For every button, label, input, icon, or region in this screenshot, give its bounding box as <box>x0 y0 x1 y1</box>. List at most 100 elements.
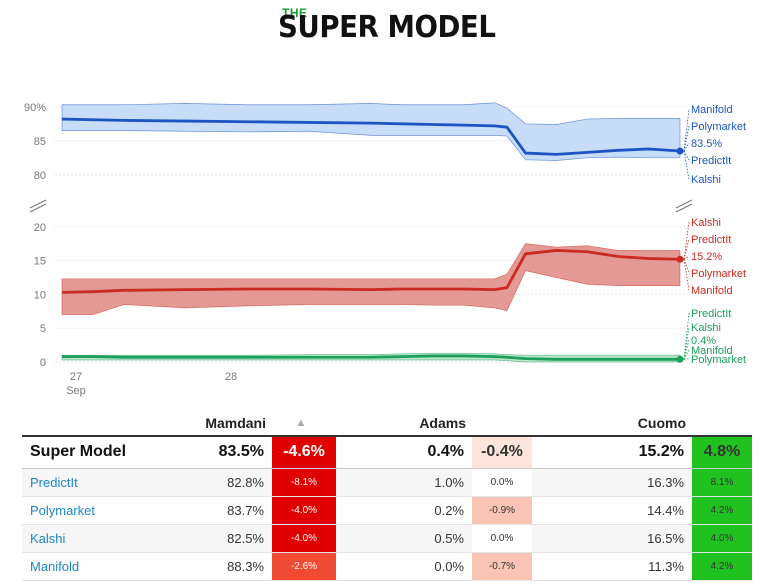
x-tick-label: 27 <box>70 371 82 383</box>
cuomo-value: 16.5% <box>532 524 692 553</box>
mamdani-change: -4.6% <box>272 436 336 469</box>
series-endpoint-cuomo <box>676 255 684 263</box>
header-adams-change <box>472 410 532 436</box>
y-tick-label: 80 <box>34 170 46 182</box>
end-label: Polymarket <box>691 121 746 133</box>
cuomo-value: 15.2% <box>532 436 692 469</box>
series-endpoint-adams <box>676 355 684 363</box>
y-tick-label: 10 <box>34 289 46 301</box>
row-name: Super Model <box>22 436 192 469</box>
forecast-chart: 90%858020151050ManifoldPolymarket83.5%Pr… <box>24 102 746 397</box>
adams-change: 0.0% <box>472 468 532 497</box>
end-label-leader <box>683 150 690 161</box>
adams-change: 0.0% <box>472 524 532 553</box>
cuomo-change: 4.8% <box>692 436 752 469</box>
end-label: Manifold <box>691 285 733 297</box>
end-label: 15.2% <box>691 251 722 263</box>
axis-break-mark <box>29 203 47 213</box>
header-mamdani[interactable]: Mamdani <box>205 414 266 431</box>
cuomo-change: 4.2% <box>692 552 752 581</box>
end-label-leader <box>683 259 690 274</box>
mamdani-change: -4.0% <box>272 496 336 525</box>
mamdani-change: -8.1% <box>272 468 336 497</box>
mamdani-change: -4.0% <box>272 524 336 553</box>
end-label-leader <box>683 255 690 260</box>
mamdani-value: 82.5% <box>192 524 272 553</box>
row-name-link[interactable]: PredictIt <box>22 468 192 497</box>
mamdani-value: 83.5% <box>192 436 272 469</box>
mamdani-value: 83.7% <box>192 496 272 525</box>
adams-value: 1.0% <box>336 468 472 497</box>
row-name-link[interactable]: Polymarket <box>22 496 192 525</box>
row-name-link[interactable]: Kalshi <box>22 524 192 553</box>
x-tick-label: 28 <box>225 371 237 383</box>
end-label: Manifold <box>691 345 733 357</box>
table-body: Super Model 83.5% -4.6% 0.4% -0.4% 15.2%… <box>22 436 752 581</box>
header-adams[interactable]: Adams <box>419 414 466 431</box>
adams-change: -0.7% <box>472 552 532 581</box>
table-row: Manifold 88.3% -2.6% 0.0% -0.7% 11.3% 4.… <box>22 552 752 581</box>
end-label: Kalshi <box>691 217 721 229</box>
header-source <box>22 410 192 436</box>
y-tick-label: 85 <box>34 136 46 148</box>
end-label: Polymarket <box>691 354 746 366</box>
y-tick-label: 0 <box>40 357 46 369</box>
mamdani-change: -2.6% <box>272 552 336 581</box>
adams-value: 0.5% <box>336 524 472 553</box>
header-cuomo[interactable]: Cuomo <box>637 414 686 431</box>
y-tick-label: 15 <box>34 256 46 268</box>
logo-the: THE <box>282 6 308 20</box>
sort-arrow-icon[interactable]: ▲ <box>295 416 307 429</box>
end-label: Polymarket <box>691 268 746 280</box>
adams-change: -0.9% <box>472 496 532 525</box>
series-endpoint-mamdani <box>676 147 684 155</box>
table-row: Super Model 83.5% -4.6% 0.4% -0.4% 15.2%… <box>22 436 752 469</box>
series-line-mamdani <box>61 117 681 156</box>
table-header: Mamdani ▲ Adams Cuomo <box>22 410 752 436</box>
x-tick-month: Sep <box>66 385 86 397</box>
end-label-leader <box>683 326 690 360</box>
end-label: 0.4% <box>691 335 716 347</box>
table-row: Polymarket 83.7% -4.0% 0.2% -0.9% 14.4% … <box>22 496 752 525</box>
axis-break-mark <box>675 199 693 209</box>
end-label-leader <box>683 221 690 260</box>
mamdani-value: 82.8% <box>192 468 272 497</box>
adams-value: 0.2% <box>336 496 472 525</box>
cuomo-value: 14.4% <box>532 496 692 525</box>
end-label-leader <box>683 349 690 360</box>
axis-break-mark <box>675 203 693 213</box>
row-name-link[interactable]: Manifold <box>22 552 192 581</box>
y-tick-label: 90% <box>24 102 46 114</box>
cuomo-change: 4.0% <box>692 524 752 553</box>
end-label: PredictIt <box>691 155 731 167</box>
cuomo-value: 11.3% <box>532 552 692 581</box>
end-label-leader <box>683 259 690 291</box>
confidence-band-mamdani <box>61 102 681 161</box>
end-label-leader <box>683 108 690 152</box>
end-label: Manifold <box>691 104 733 116</box>
end-label-leader <box>683 238 690 260</box>
end-label-leader <box>683 339 690 360</box>
logo-title: SUPER MODEL <box>278 10 496 45</box>
results-table: Mamdani ▲ Adams Cuomo Super Model 83.5% … <box>22 410 752 581</box>
mamdani-value: 88.3% <box>192 552 272 581</box>
header-cuomo-change <box>692 410 752 436</box>
axis-break-mark <box>29 199 47 209</box>
series-line-adams <box>62 354 680 361</box>
cuomo-value: 16.3% <box>532 468 692 497</box>
cuomo-change: 4.2% <box>692 496 752 525</box>
table-row: Kalshi 82.5% -4.0% 0.5% 0.0% 16.5% 4.0% <box>22 524 752 553</box>
end-label: Kalshi <box>691 322 721 334</box>
end-label-leader <box>683 125 690 152</box>
end-label: 83.5% <box>691 138 722 150</box>
y-tick-label: 20 <box>34 222 46 234</box>
y-tick-label: 5 <box>40 323 46 335</box>
cuomo-change: 8.1% <box>692 468 752 497</box>
adams-change: -0.4% <box>472 436 532 469</box>
end-label: Kalshi <box>691 174 721 186</box>
adams-value: 0.4% <box>336 436 472 469</box>
series-line-cuomo <box>61 249 681 294</box>
end-label: PredictIt <box>691 308 731 320</box>
confidence-band-cuomo <box>61 243 681 316</box>
table-row: PredictIt 82.8% -8.1% 1.0% 0.0% 16.3% 8.… <box>22 468 752 497</box>
